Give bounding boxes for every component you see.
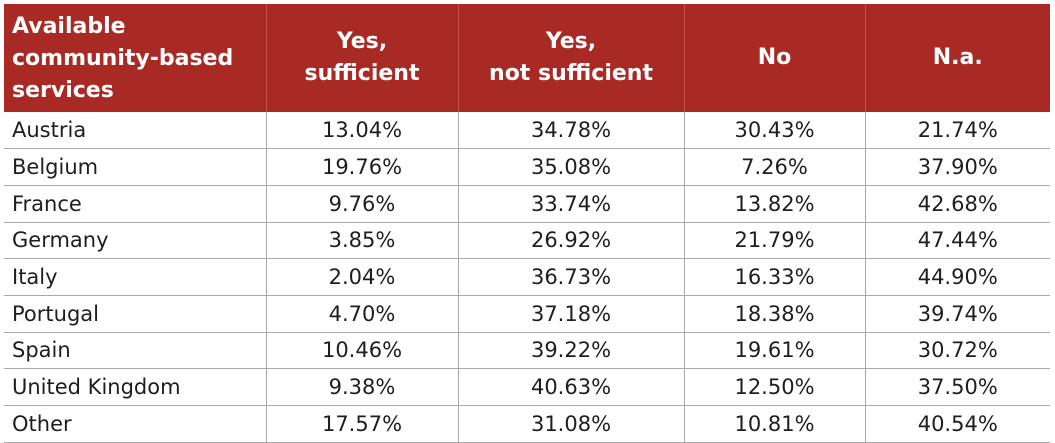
value-cell: 7.26% bbox=[684, 148, 866, 186]
value-cell: 30.43% bbox=[684, 112, 866, 150]
country-cell: Italy bbox=[4, 258, 267, 296]
table-row: United Kingdom 9.38% 40.63% 12.50% 37.50… bbox=[4, 368, 1050, 406]
value-cell: 19.76% bbox=[266, 148, 459, 186]
value-cell: 47.44% bbox=[865, 222, 1050, 260]
value-cell: 3.85% bbox=[266, 222, 459, 260]
header-line: Yes, bbox=[545, 29, 597, 54]
table-body: Austria 13.04% 34.78% 30.43% 21.74% Belg… bbox=[4, 112, 1050, 443]
value-cell: 10.46% bbox=[266, 332, 459, 370]
value-cell: 9.76% bbox=[266, 185, 459, 223]
table-row: France 9.76% 33.74% 13.82% 42.68% bbox=[4, 185, 1050, 223]
country-cell: France bbox=[4, 185, 267, 223]
table-row: Italy 2.04% 36.73% 16.33% 44.90% bbox=[4, 258, 1050, 296]
value-cell: 13.82% bbox=[684, 185, 866, 223]
header-line: No bbox=[757, 45, 792, 70]
value-cell: 39.74% bbox=[865, 295, 1050, 333]
country-cell: Spain bbox=[4, 332, 267, 370]
value-cell: 21.74% bbox=[865, 112, 1050, 150]
value-cell: 18.38% bbox=[684, 295, 866, 333]
value-cell: 30.72% bbox=[865, 332, 1050, 370]
value-cell: 9.38% bbox=[266, 368, 459, 406]
value-cell: 36.73% bbox=[458, 258, 685, 296]
value-cell: 37.18% bbox=[458, 295, 685, 333]
country-cell: Belgium bbox=[4, 148, 267, 186]
header-row: Available community-based services Yes, … bbox=[4, 4, 1050, 112]
header-na: N.a. bbox=[865, 4, 1050, 112]
value-cell: 12.50% bbox=[684, 368, 866, 406]
table-row: Germany 3.85% 26.92% 21.79% 47.44% bbox=[4, 222, 1050, 260]
country-cell: Other bbox=[4, 405, 267, 443]
table-row: Portugal 4.70% 37.18% 18.38% 39.74% bbox=[4, 295, 1050, 333]
value-cell: 42.68% bbox=[865, 185, 1050, 223]
value-cell: 39.22% bbox=[458, 332, 685, 370]
value-cell: 40.63% bbox=[458, 368, 685, 406]
community-services-table: Available community-based services Yes, … bbox=[4, 4, 1050, 443]
value-cell: 31.08% bbox=[458, 405, 685, 443]
table-row: Other 17.57% 31.08% 10.81% 40.54% bbox=[4, 405, 1050, 443]
header-yes-not-sufficient: Yes, not sufficient bbox=[458, 4, 685, 112]
value-cell: 4.70% bbox=[266, 295, 459, 333]
value-cell: 37.90% bbox=[865, 148, 1050, 186]
table-row: Austria 13.04% 34.78% 30.43% 21.74% bbox=[4, 112, 1050, 150]
table-row: Spain 10.46% 39.22% 19.61% 30.72% bbox=[4, 332, 1050, 370]
header-yes-sufficient: Yes, sufficient bbox=[266, 4, 459, 112]
value-cell: 33.74% bbox=[458, 185, 685, 223]
country-cell: Austria bbox=[4, 112, 267, 150]
value-cell: 40.54% bbox=[865, 405, 1050, 443]
header-line: Available bbox=[12, 14, 126, 39]
value-cell: 17.57% bbox=[266, 405, 459, 443]
country-cell: United Kingdom bbox=[4, 368, 267, 406]
value-cell: 35.08% bbox=[458, 148, 685, 186]
value-cell: 37.50% bbox=[865, 368, 1050, 406]
value-cell: 13.04% bbox=[266, 112, 459, 150]
value-cell: 44.90% bbox=[865, 258, 1050, 296]
value-cell: 21.79% bbox=[684, 222, 866, 260]
value-cell: 19.61% bbox=[684, 332, 866, 370]
value-cell: 26.92% bbox=[458, 222, 685, 260]
country-cell: Portugal bbox=[4, 295, 267, 333]
country-cell: Germany bbox=[4, 222, 267, 260]
value-cell: 34.78% bbox=[458, 112, 685, 150]
header-line: sufficient bbox=[304, 61, 420, 86]
header-line: not sufficient bbox=[489, 61, 653, 86]
header-line: N.a. bbox=[932, 45, 983, 70]
value-cell: 10.81% bbox=[684, 405, 866, 443]
table-header: Available community-based services Yes, … bbox=[4, 4, 1050, 112]
table-row: Belgium 19.76% 35.08% 7.26% 37.90% bbox=[4, 148, 1050, 186]
header-line: Yes, bbox=[336, 29, 388, 54]
header-line: community-based bbox=[12, 46, 234, 71]
header-services: Available community-based services bbox=[4, 4, 267, 112]
header-no: No bbox=[684, 4, 866, 112]
header-line: services bbox=[12, 78, 114, 103]
value-cell: 16.33% bbox=[684, 258, 866, 296]
value-cell: 2.04% bbox=[266, 258, 459, 296]
